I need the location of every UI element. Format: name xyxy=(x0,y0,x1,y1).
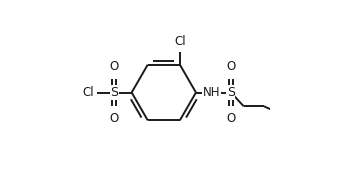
Text: S: S xyxy=(227,86,235,99)
Text: O: O xyxy=(110,112,119,125)
Text: O: O xyxy=(226,112,236,125)
Text: Cl: Cl xyxy=(174,35,186,48)
Text: O: O xyxy=(226,60,236,73)
Text: NH: NH xyxy=(203,86,220,99)
Text: O: O xyxy=(110,60,119,73)
Text: Cl: Cl xyxy=(82,86,94,99)
Text: S: S xyxy=(110,86,118,99)
